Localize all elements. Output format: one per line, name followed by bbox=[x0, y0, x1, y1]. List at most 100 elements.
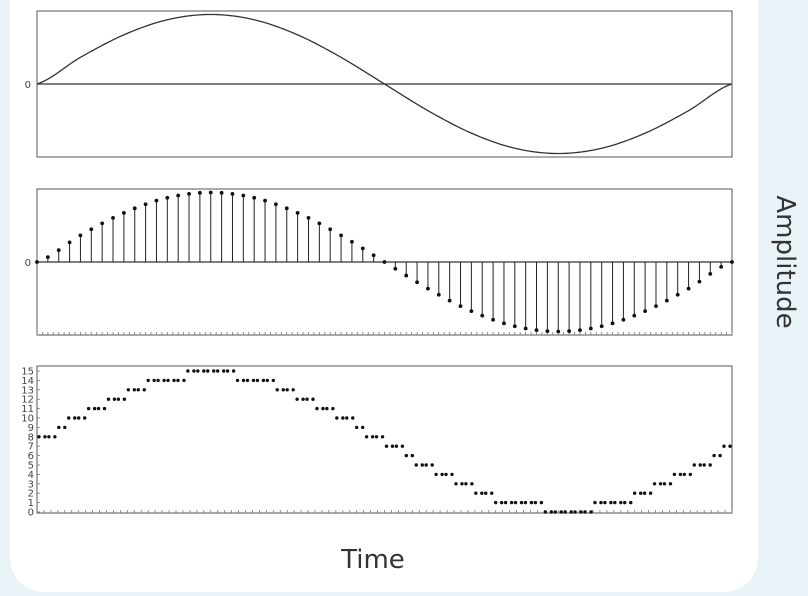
sample-point bbox=[556, 329, 561, 334]
y-tick-label: 7 bbox=[28, 442, 34, 453]
quantized-point bbox=[142, 388, 146, 392]
quantized-point bbox=[122, 397, 127, 401]
quantized-point bbox=[573, 510, 577, 514]
x-axis-title: Time bbox=[340, 545, 405, 575]
sample-point bbox=[111, 215, 115, 220]
sample-point bbox=[371, 253, 376, 258]
quantized-point bbox=[682, 472, 687, 477]
quantized-point bbox=[245, 378, 250, 383]
quantized-point bbox=[563, 510, 567, 514]
quantized-point bbox=[341, 416, 345, 420]
quantized-point bbox=[619, 500, 623, 505]
sample-point bbox=[328, 227, 333, 232]
quantized-point bbox=[692, 463, 696, 467]
sampled-signal-panel: 0 bbox=[25, 188, 734, 336]
sample-point bbox=[67, 240, 72, 245]
quantized-point bbox=[678, 472, 683, 477]
quantized-point bbox=[380, 435, 385, 439]
sample-point bbox=[393, 266, 398, 271]
quantized-point bbox=[539, 500, 544, 505]
quantized-point bbox=[642, 491, 647, 495]
y-tick-label: 0 bbox=[25, 80, 31, 91]
sample-point bbox=[89, 227, 94, 232]
quantized-point bbox=[335, 416, 339, 420]
y-tick-label: 15 bbox=[21, 367, 34, 378]
sample-point bbox=[643, 309, 648, 314]
quantized-point bbox=[648, 491, 653, 495]
quantized-point bbox=[82, 416, 87, 420]
sample-point bbox=[697, 279, 702, 284]
quantized-point bbox=[702, 463, 706, 467]
continuous-signal-panel: 0 bbox=[25, 10, 733, 158]
y-tick-label: 2 bbox=[28, 489, 34, 500]
sample-point bbox=[230, 191, 235, 196]
sample-point bbox=[56, 248, 61, 252]
quantized-point bbox=[73, 416, 77, 420]
signal-curve bbox=[36, 13, 733, 155]
sample-point bbox=[545, 329, 550, 334]
quantized-point bbox=[593, 500, 597, 505]
quantized-point bbox=[490, 491, 494, 495]
quantized-point bbox=[102, 406, 107, 411]
quantized-point bbox=[251, 378, 256, 383]
sample-point bbox=[165, 195, 170, 200]
sample-point bbox=[263, 198, 267, 203]
sample-point bbox=[730, 260, 734, 264]
quantized-point bbox=[533, 500, 538, 505]
quantized-point bbox=[156, 378, 160, 383]
sample-point bbox=[708, 272, 713, 276]
sample-point bbox=[578, 328, 582, 333]
quantized-point bbox=[166, 378, 170, 383]
quantized-point bbox=[315, 406, 319, 411]
quantized-point bbox=[613, 500, 617, 505]
quantized-point bbox=[231, 369, 236, 373]
sample-point bbox=[360, 246, 365, 251]
sample-point bbox=[491, 317, 495, 322]
quantized-point bbox=[331, 406, 335, 411]
y-tick-label: 8 bbox=[28, 432, 34, 443]
quantized-point bbox=[629, 500, 633, 505]
quantized-point bbox=[668, 482, 673, 486]
quantized-point bbox=[460, 482, 464, 486]
quantized-point bbox=[360, 425, 365, 430]
quantized-point bbox=[444, 472, 448, 477]
sample-point bbox=[197, 190, 202, 195]
quantized-point bbox=[202, 369, 206, 373]
sample-point bbox=[447, 298, 452, 303]
quantized-point bbox=[384, 444, 389, 448]
quantized-point bbox=[688, 472, 693, 477]
quantized-point bbox=[493, 500, 498, 505]
y-tick-label: 0 bbox=[25, 258, 31, 269]
quantized-point bbox=[430, 463, 434, 467]
quantized-point bbox=[370, 435, 375, 439]
quantized-point bbox=[196, 369, 200, 373]
y-tick-label: 1 bbox=[28, 498, 34, 509]
quantized-point bbox=[311, 397, 315, 401]
quantized-point bbox=[420, 463, 424, 467]
quantized-point bbox=[192, 369, 196, 373]
quantized-point bbox=[638, 491, 643, 495]
quantized-point bbox=[623, 500, 627, 505]
quantized-point bbox=[579, 510, 583, 514]
quantized-point bbox=[712, 453, 716, 458]
quantized-point bbox=[67, 416, 71, 420]
quantized-point bbox=[221, 369, 226, 373]
quantized-point bbox=[543, 510, 548, 514]
quantized-point bbox=[206, 369, 210, 373]
sample-point bbox=[350, 239, 354, 244]
quantized-point bbox=[553, 510, 557, 514]
quantized-point bbox=[464, 482, 468, 486]
quantized-point bbox=[414, 463, 418, 467]
y-tick-label: 10 bbox=[21, 414, 34, 425]
quantized-point bbox=[172, 378, 176, 383]
quantized-point bbox=[106, 397, 111, 401]
y-tick-label: 3 bbox=[28, 479, 34, 490]
quantized-point bbox=[394, 444, 399, 448]
quantized-point bbox=[698, 463, 702, 467]
sample-point bbox=[664, 298, 669, 303]
sample-point bbox=[45, 255, 50, 260]
sample-point bbox=[132, 206, 137, 211]
quantized-point bbox=[305, 397, 309, 401]
quantized-point bbox=[176, 378, 180, 383]
